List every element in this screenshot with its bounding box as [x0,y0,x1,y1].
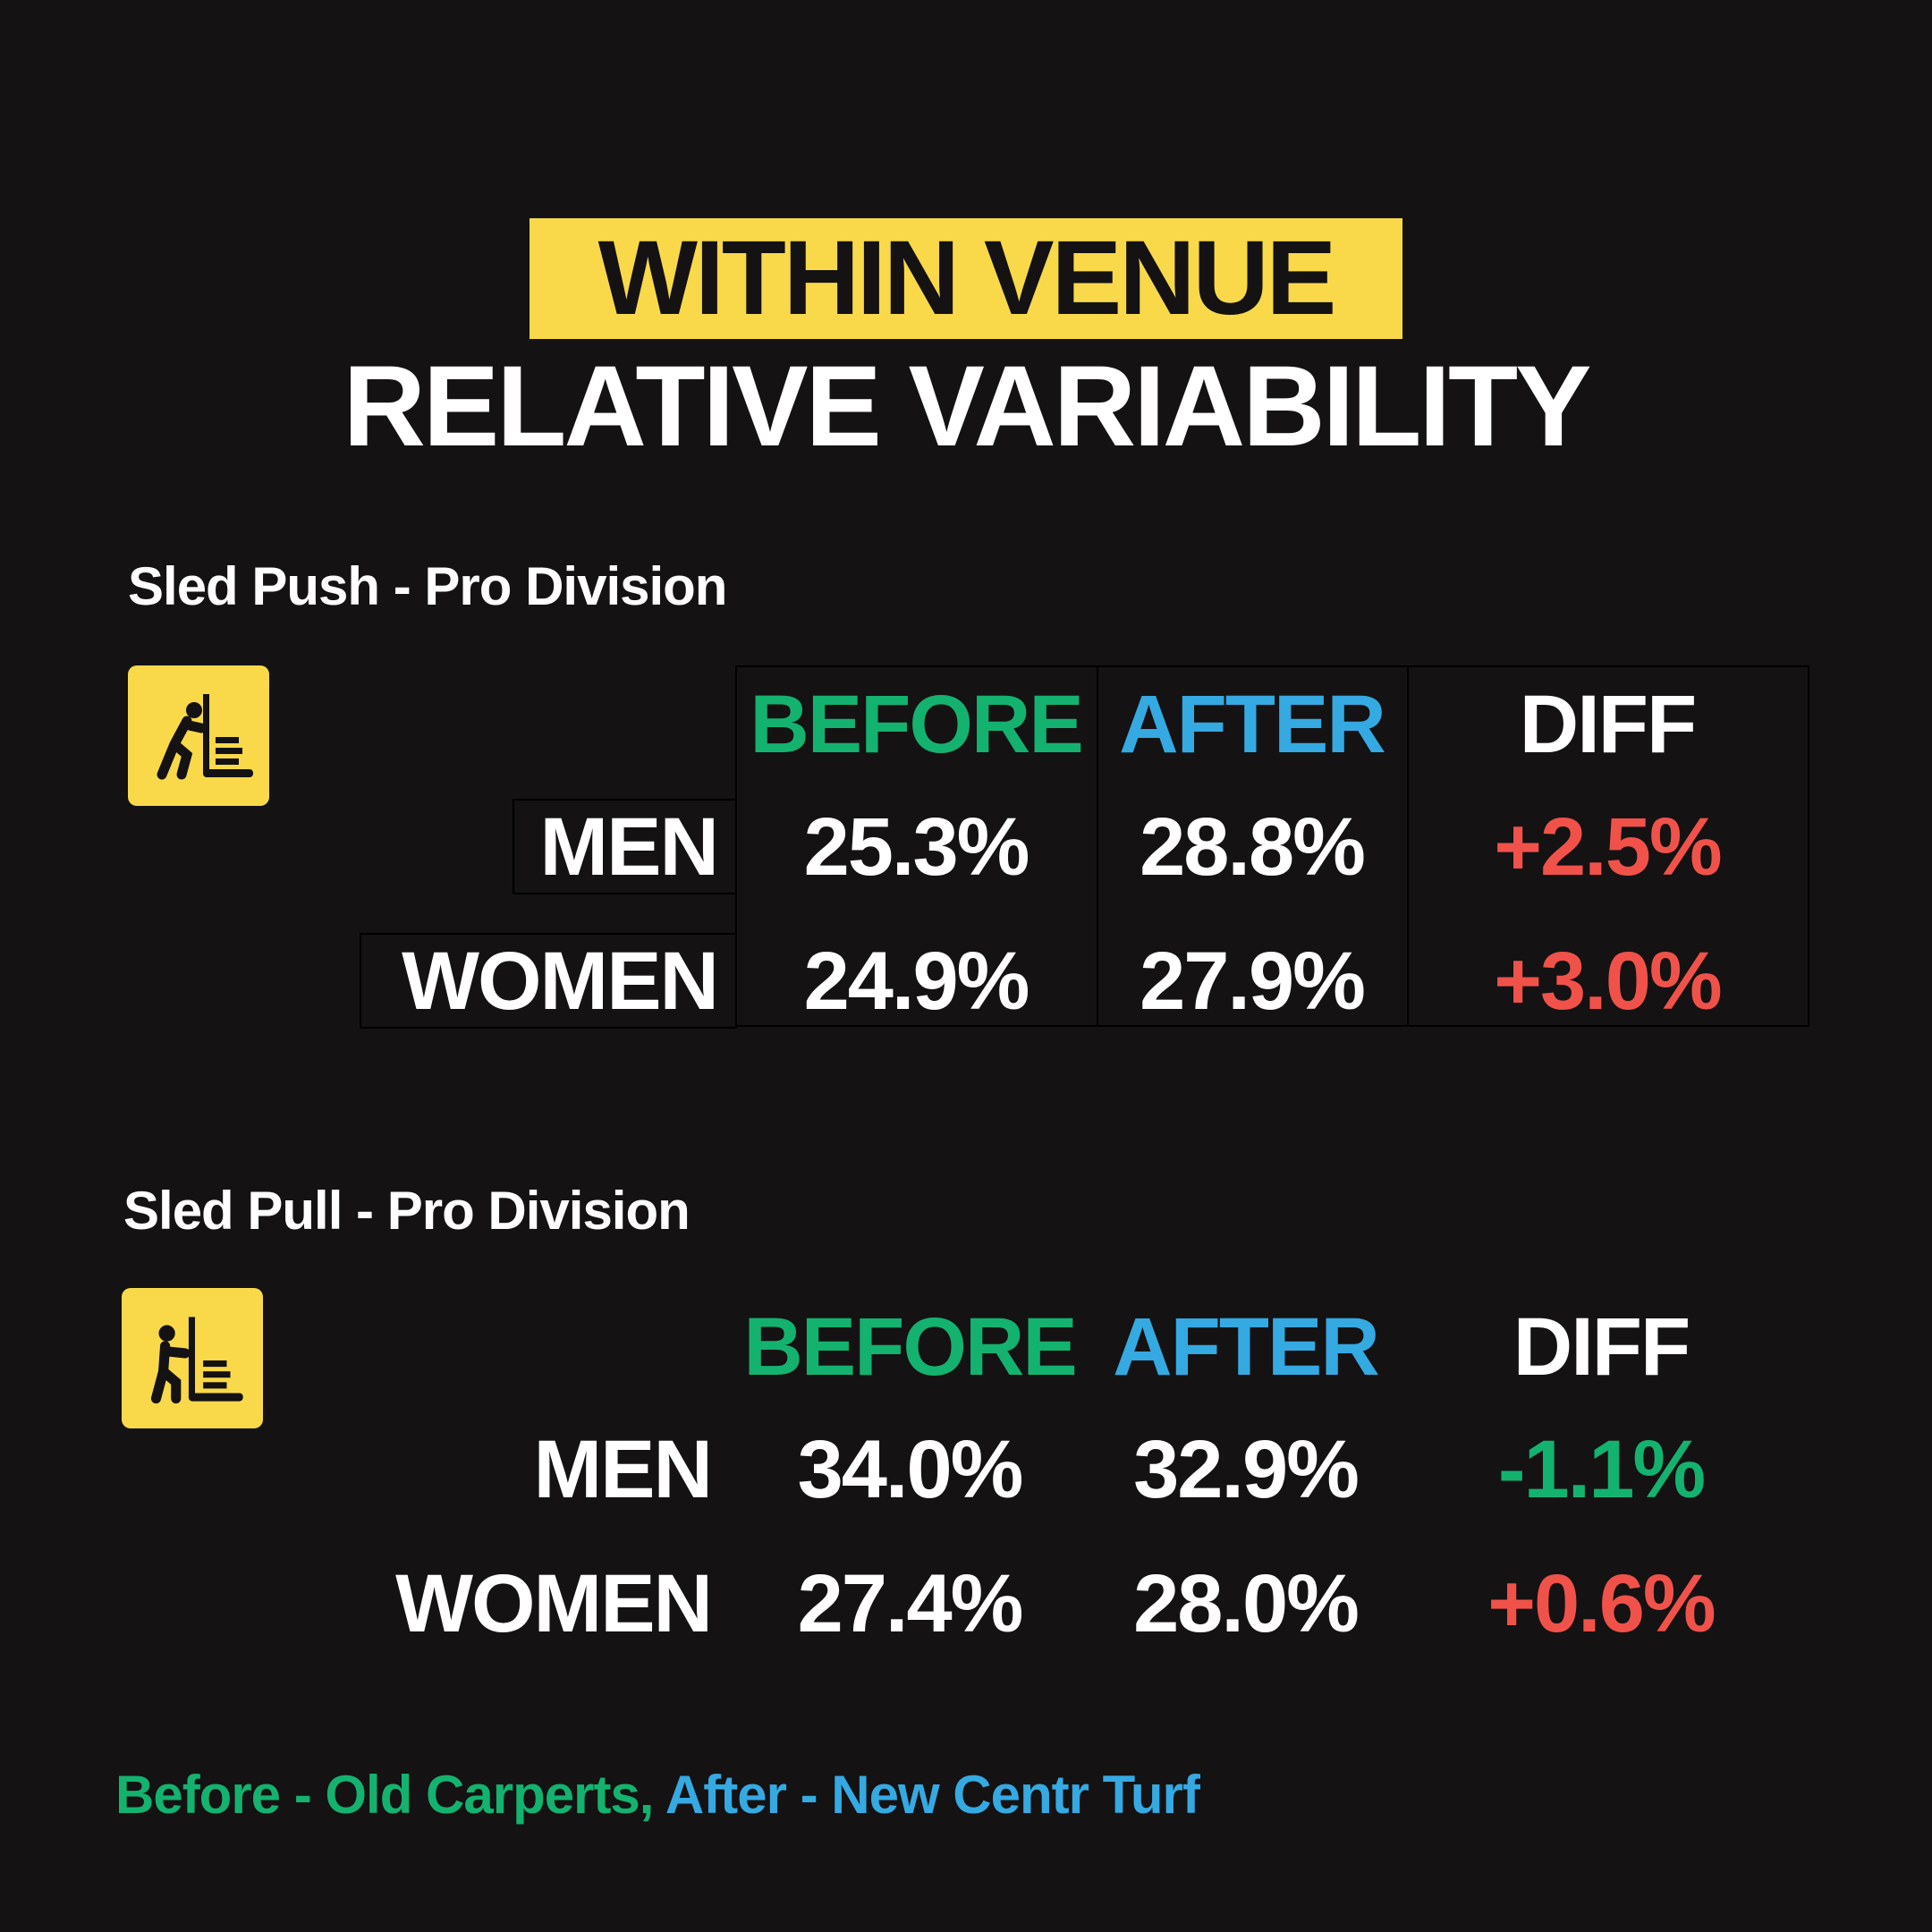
footer: Before - Old Carperts, After - New Centr… [115,1764,1200,1826]
value: 27.9% [1140,935,1366,1027]
section-title: Sled Pull - Pro Division [123,1181,691,1241]
row-label: WOMEN [395,1557,713,1649]
row-label: MEN [539,801,719,893]
diff-value: +3.0% [1494,935,1722,1027]
column-header: BEFORE [743,1301,1077,1393]
diff-value: +2.5% [1494,801,1722,893]
value: 24.9% [803,935,1030,1027]
column-header: DIFF [1513,1301,1690,1393]
footer-before: Before - Old Carperts, [115,1765,654,1825]
row-label: WOMEN [402,935,719,1027]
label-box [360,933,737,1029]
column-header: AFTER [1119,678,1386,770]
sled-pull-icon [122,1288,263,1428]
column-header: AFTER [1113,1301,1380,1393]
table: BEFORE AFTER DIFF MEN 25.3% 28.8% +2.5% WOMEN 24… [0,665,1932,1041]
diff-value: +0.6% [1487,1557,1716,1649]
column-box [1407,665,1809,1027]
value: 28.8% [1140,801,1366,893]
icon-glyph [150,1317,243,1404]
value: 27.4% [797,1557,1024,1649]
sled-push-icon [128,665,269,806]
row-label: MEN [533,1423,713,1515]
value: 34.0% [797,1423,1024,1515]
title: RELATIVE VARIABILITY [343,343,1591,470]
value: 28.0% [1133,1557,1360,1649]
column-header: BEFORE [750,678,1083,770]
value: 25.3% [803,801,1030,893]
highlight-title: WITHIN VENUE [530,218,1402,339]
table: BEFORE AFTER DIFF MEN 34.0% 32.9% -1.1% WOMEN 27… [0,1288,1932,1664]
icon-glyph [157,694,253,780]
footer-after: After - New Centr Turf [665,1765,1200,1825]
section-title: Sled Push - Pro Division [128,556,727,616]
column-header: DIFF [1519,678,1697,770]
value: 32.9% [1133,1423,1360,1515]
diff-value: -1.1% [1497,1423,1706,1515]
label-box [513,799,737,894]
